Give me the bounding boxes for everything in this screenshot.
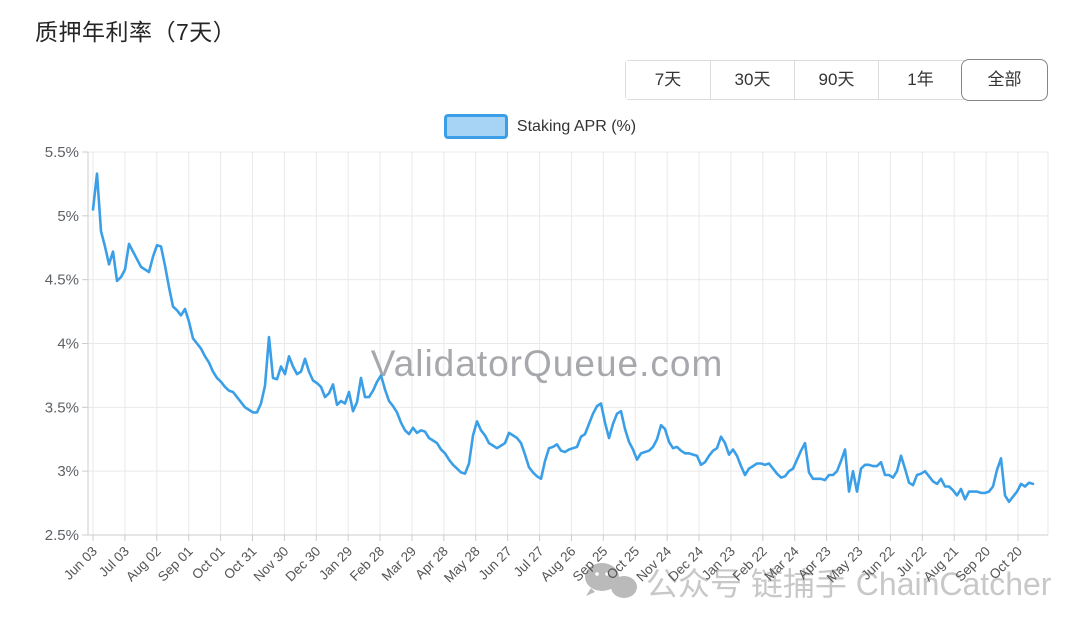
x-axis-label: Sep 01 <box>155 544 196 585</box>
x-axis-label: Jun 27 <box>475 544 514 583</box>
y-axis-label: 5.5% <box>45 144 79 161</box>
x-axis-label: Mar 29 <box>379 544 419 584</box>
x-axis-label: Aug 02 <box>123 544 164 585</box>
range-button-90天[interactable]: 90天 <box>794 61 878 99</box>
page-title: 质押年利率（7天） <box>35 19 237 45</box>
range-button-全部[interactable]: 全部 <box>961 59 1048 101</box>
x-axis-label: Aug 26 <box>538 544 579 585</box>
y-axis-label: 3.5% <box>45 399 79 416</box>
range-button-1年[interactable]: 1年 <box>878 61 962 99</box>
x-axis-label: Nov 30 <box>251 544 292 585</box>
legend-swatch-icon <box>443 114 508 139</box>
legend[interactable]: Staking APR (%) <box>0 114 1080 139</box>
wechat-icon <box>585 563 637 598</box>
axes <box>82 151 1048 541</box>
legend-label: Staking APR (%) <box>516 117 637 135</box>
chaincatcher-watermark: 公众号 链捕手 ChainCatcher <box>646 566 1052 602</box>
validatorqueue-watermark: ValidatorQueue.com <box>371 343 724 384</box>
x-axis-label: May 28 <box>441 544 483 586</box>
x-axis-label: Feb 28 <box>347 544 387 584</box>
y-axis-label: 2.5% <box>45 527 79 544</box>
y-axis-label: 4% <box>57 336 79 353</box>
y-axis-label: 5% <box>57 208 79 225</box>
time-range-selector: 7天 30天 90天 1年 全部 <box>625 59 1048 101</box>
apr-series-line[interactable] <box>91 172 1035 504</box>
x-axis-label: Dec 30 <box>283 544 324 585</box>
y-axis-label: 3% <box>57 463 79 480</box>
gridlines <box>88 151 1049 536</box>
y-axis-label: 4.5% <box>45 272 79 289</box>
x-axis-label: Oct 01 <box>189 544 228 583</box>
range-button-30天[interactable]: 30天 <box>710 61 794 99</box>
range-button-7天[interactable]: 7天 <box>626 61 710 99</box>
x-axis-label: Jun 03 <box>61 544 100 583</box>
